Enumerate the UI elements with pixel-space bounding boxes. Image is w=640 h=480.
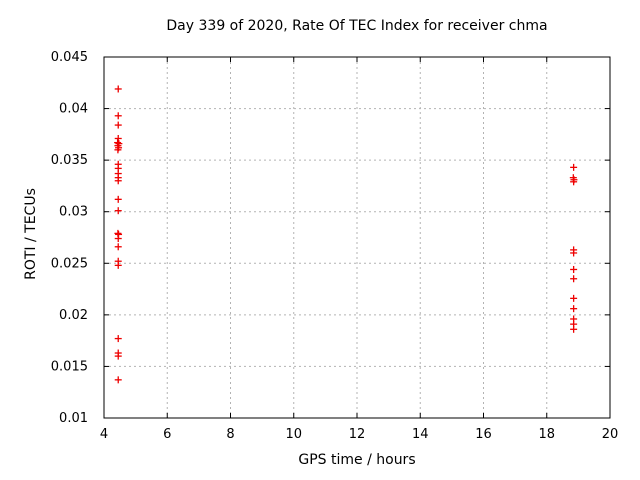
y-tick-label: 0.01 — [59, 411, 88, 426]
data-point-plus-marker — [570, 249, 578, 257]
x-tick-label: 10 — [285, 427, 302, 442]
data-point-plus-marker — [570, 305, 578, 313]
x-tick-label: 6 — [163, 427, 171, 442]
y-tick-label: 0.04 — [59, 102, 88, 117]
data-point-plus-marker — [114, 376, 122, 384]
data-point-plus-marker — [114, 335, 122, 343]
chart-title: Day 339 of 2020, Rate Of TEC Index for r… — [166, 18, 548, 34]
x-tick-label: 16 — [475, 427, 492, 442]
data-point-plus-marker — [114, 85, 122, 93]
data-point-plus-marker — [570, 265, 578, 273]
data-point-plus-marker — [114, 121, 122, 129]
data-point-plus-marker — [114, 112, 122, 120]
data-point-plus-marker — [570, 178, 578, 186]
data-point-plus-marker — [570, 294, 578, 302]
y-tick-label: 0.015 — [51, 359, 88, 374]
data-point-plus-marker — [570, 325, 578, 333]
x-tick-label: 20 — [602, 427, 619, 442]
data-point-plus-marker — [570, 163, 578, 171]
x-tick-label: 12 — [349, 427, 366, 442]
data-point-plus-marker — [114, 195, 122, 203]
data-point-plus-marker — [114, 207, 122, 215]
x-tick-label: 18 — [538, 427, 555, 442]
data-point-plus-marker — [114, 243, 122, 251]
x-tick-label: 14 — [412, 427, 429, 442]
data-point-plus-marker — [114, 261, 122, 269]
y-tick-label: 0.045 — [51, 50, 88, 65]
data-point-plus-marker — [570, 275, 578, 283]
data-point-plus-marker — [114, 352, 122, 360]
y-tick-label: 0.02 — [59, 308, 88, 323]
data-point-plus-marker — [114, 146, 122, 154]
x-tick-label: 8 — [226, 427, 234, 442]
data-point-plus-marker — [114, 235, 122, 243]
y-tick-label: 0.035 — [51, 153, 88, 168]
y-tick-label: 0.025 — [51, 256, 88, 271]
x-axis-label: GPS time / hours — [298, 452, 416, 468]
x-tick-label: 4 — [100, 427, 108, 442]
data-point-plus-marker — [114, 177, 122, 185]
y-tick-label: 0.03 — [59, 205, 88, 220]
